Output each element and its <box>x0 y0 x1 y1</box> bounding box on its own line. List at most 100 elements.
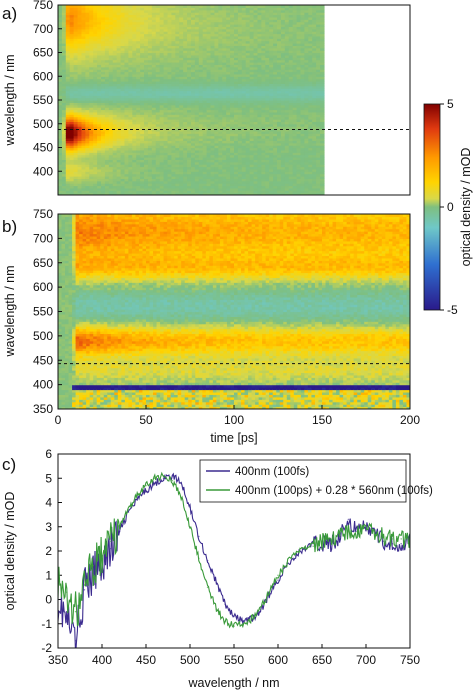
data-point <box>338 535 341 538</box>
y-tick-label: 350 <box>33 402 53 416</box>
x-tick-label: 750 <box>400 653 420 667</box>
data-point <box>154 482 156 484</box>
heatmap-a <box>58 5 410 195</box>
data-point <box>136 499 138 501</box>
data-point <box>162 475 165 477</box>
y-tick-label: 600 <box>33 280 53 294</box>
data-point <box>74 610 77 613</box>
line-chart-frame <box>57 453 411 649</box>
data-point <box>391 538 394 540</box>
data-point <box>356 530 359 533</box>
y-tick-label: 650 <box>33 46 53 60</box>
data-point <box>180 482 182 484</box>
panel-label-c: c) <box>2 455 16 474</box>
data-point <box>83 589 86 591</box>
y-tick-label: 400 <box>33 164 53 178</box>
colorbar-tick-label: 5 <box>447 97 454 111</box>
data-point <box>347 518 350 521</box>
heatmap-b-ylabel: wavelength / nm <box>3 265 17 357</box>
y-tick-label: 0 <box>45 593 52 607</box>
data-point <box>233 615 235 618</box>
x-tick-label: 100 <box>224 413 244 427</box>
data-point <box>277 574 279 577</box>
heatmap-a-ylabel: wavelength / nm <box>3 54 17 146</box>
data-point <box>224 620 226 623</box>
x-tick-label: 550 <box>224 653 244 667</box>
data-point <box>118 530 121 533</box>
colorbar-axis: 5 0 -5 <box>440 97 458 317</box>
data-point <box>101 555 103 557</box>
y-tick-label: 650 <box>33 256 53 270</box>
data-point <box>374 530 376 533</box>
data-point <box>154 477 156 480</box>
data-point <box>127 511 130 513</box>
x-tick-label: 200 <box>400 413 420 427</box>
y-tick-label: 6 <box>45 447 52 461</box>
data-point <box>145 484 147 487</box>
y-tick-label: 4 <box>45 496 52 510</box>
data-point <box>83 584 86 586</box>
y-tick-label: 600 <box>33 69 53 83</box>
x-tick-label: 600 <box>268 653 288 667</box>
line-chart-xlabel: wavelength / nm <box>187 676 279 690</box>
legend-label-series-2: 400nm (100ps) + 0.28 * 560nm (100fs) <box>235 485 433 497</box>
data-point <box>268 591 271 594</box>
data-point <box>215 608 218 610</box>
y-tick-label: 500 <box>33 117 53 131</box>
y-tick-label: 500 <box>33 329 53 343</box>
y-tick-label: 400 <box>33 378 53 392</box>
panel-label-a: a) <box>2 4 17 23</box>
y-tick-label: 700 <box>33 22 53 36</box>
data-point <box>321 540 323 543</box>
series-line <box>58 471 410 629</box>
heatmap-b-xlabel: time [ps] <box>210 431 257 445</box>
y-tick-label: 3 <box>45 520 52 534</box>
colorbar-tick-label: 0 <box>447 200 454 214</box>
y-tick-label: 5 <box>45 471 52 485</box>
data-point <box>215 581 218 584</box>
data-point <box>365 528 367 530</box>
panel-label-b: b) <box>2 217 17 236</box>
y-tick-label: 2 <box>45 544 52 558</box>
heatmap-b <box>58 214 410 409</box>
data-point <box>118 525 121 528</box>
y-tick-label: 1 <box>45 568 52 582</box>
y-tick-label: -1 <box>41 617 52 631</box>
data-point <box>259 608 262 610</box>
y-tick-label: 750 <box>33 0 53 12</box>
data-point <box>224 603 226 606</box>
x-tick-label: 0 <box>55 413 62 427</box>
x-tick-label: 650 <box>312 653 332 667</box>
data-point <box>66 591 68 594</box>
x-tick-label: 450 <box>136 653 156 667</box>
data-point <box>198 557 200 560</box>
x-tick-label: 350 <box>48 653 68 667</box>
data-point <box>400 538 403 540</box>
data-point <box>259 610 262 613</box>
colorbar <box>423 103 441 311</box>
data-point <box>74 639 77 642</box>
data-point <box>286 562 288 564</box>
data-point <box>330 538 332 540</box>
line-chart-axes: 350 400 450 500 550 600 650 700 750 -2 -1 0 1 2 3 4 5 6 <box>41 447 420 667</box>
y-tick-label: 450 <box>33 141 53 155</box>
x-tick-label: 700 <box>356 653 376 667</box>
data-point <box>347 530 350 533</box>
data-point <box>171 479 174 482</box>
colorbar-tick-label: -5 <box>447 303 458 317</box>
data-point <box>294 552 297 555</box>
legend-box <box>199 459 407 503</box>
data-point <box>242 620 244 623</box>
y-tick-label: 750 <box>33 207 53 221</box>
data-point <box>294 555 297 557</box>
data-point <box>66 620 68 623</box>
line-chart-series <box>58 471 410 648</box>
line-chart-ylabel: optical density / mOD <box>3 492 17 611</box>
y-tick-label: 550 <box>33 93 53 107</box>
legend: 400nm (100fs) 400nm (100ps) + 0.28 * 560… <box>199 459 433 503</box>
data-point <box>382 535 385 538</box>
colorbar-label: optical density / mOD <box>459 148 473 267</box>
x-tick-label: 50 <box>139 413 153 427</box>
